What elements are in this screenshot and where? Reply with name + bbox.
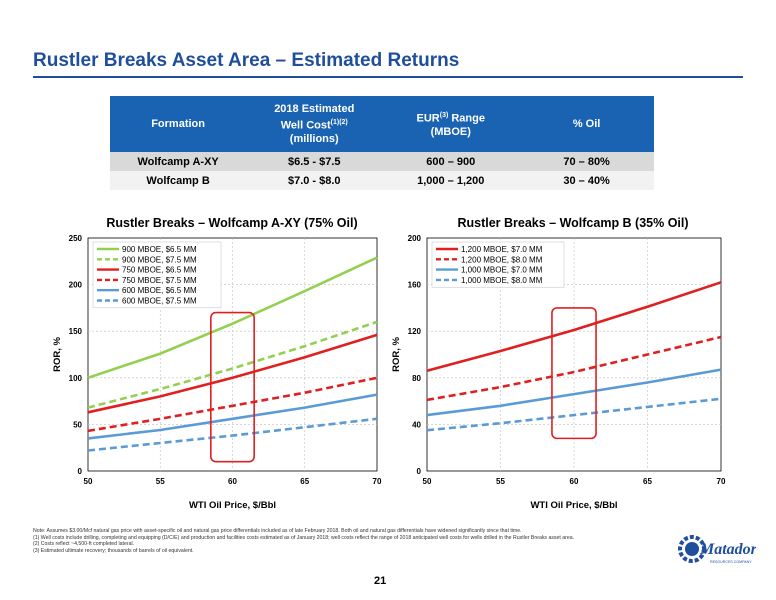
cell-eur: 600 – 900 bbox=[382, 152, 520, 171]
legend-label: 600 MBOE, $7.5 MM bbox=[122, 297, 197, 306]
footnotes: Note: Assumes $3.00/Mcf natural gas pric… bbox=[33, 528, 683, 554]
x-tick-label: 70 bbox=[717, 477, 726, 486]
cell-oil: 70 – 80% bbox=[519, 152, 654, 171]
x-tick-label: 70 bbox=[373, 477, 382, 486]
logo-subtext: RESOURCES COMPANY bbox=[710, 560, 752, 564]
y-tick-label: 40 bbox=[412, 420, 421, 429]
series-line bbox=[426, 335, 722, 402]
chart-title: Rustler Breaks – Wolfcamp A-XY (75% Oil) bbox=[106, 216, 357, 230]
header-eur: EUR(3) Range (MBOE) bbox=[382, 96, 520, 152]
footnote-1: (1) Well costs include drilling, complet… bbox=[33, 534, 575, 541]
cell-formation: Wolfcamp A-XY bbox=[110, 152, 247, 171]
y-tick-label: 0 bbox=[78, 467, 83, 476]
matador-logo: Matador RESOURCES COMPANY bbox=[678, 535, 756, 564]
y-tick-label: 200 bbox=[408, 234, 422, 243]
legend-box bbox=[92, 241, 222, 309]
y-axis-label: ROR, % bbox=[52, 337, 63, 372]
page-title: Rustler Breaks Asset Area – Estimated Re… bbox=[33, 50, 460, 71]
legend-label: 600 MBOE, $6.5 MM bbox=[122, 286, 197, 295]
series-line bbox=[426, 281, 722, 373]
x-tick-label: 60 bbox=[570, 477, 579, 486]
x-tick-label: 65 bbox=[643, 477, 652, 486]
header-eur-line1b: Range bbox=[448, 112, 485, 125]
page-number: 21 bbox=[374, 575, 387, 587]
highlight-box bbox=[210, 311, 255, 463]
x-tick-label: 55 bbox=[496, 477, 505, 486]
chart-title: Rustler Breaks – Wolfcamp B (35% Oil) bbox=[457, 216, 688, 230]
legend-label: 750 MBOE, $7.5 MM bbox=[122, 276, 197, 285]
header-cost-line3: (millions) bbox=[289, 133, 339, 146]
y-tick-label: 80 bbox=[412, 374, 421, 383]
header-formation: Formation bbox=[110, 96, 247, 152]
y-tick-label: 120 bbox=[408, 327, 422, 336]
y-tick-label: 200 bbox=[69, 281, 83, 290]
y-tick-label: 150 bbox=[69, 327, 83, 336]
y-axis-label: ROR, % bbox=[391, 337, 402, 372]
footnote-note: Note: Assumes $3.00/Mcf natural gas pric… bbox=[33, 528, 522, 534]
x-tick-label: 50 bbox=[423, 477, 432, 486]
series-line bbox=[87, 333, 378, 414]
series-line bbox=[87, 417, 378, 452]
title-rule bbox=[33, 76, 743, 78]
header-eur-line2: (MBOE) bbox=[430, 126, 471, 139]
gear-icon bbox=[678, 535, 706, 563]
legend-label: 750 MBOE, $6.5 MM bbox=[122, 266, 197, 275]
legend-label: 1,200 MBOE, $8.0 MM bbox=[461, 255, 543, 264]
legend-label: 900 MBOE, $7.5 MM bbox=[122, 255, 197, 264]
y-tick-label: 50 bbox=[73, 420, 82, 429]
header-eur-line1: EUR bbox=[416, 112, 440, 125]
header-cost-sup: (1)(2) bbox=[330, 118, 348, 126]
cell-oil: 30 – 40% bbox=[519, 171, 654, 190]
header-well-cost: 2018 Estimated Well Cost(1)(2) (millions… bbox=[246, 96, 383, 152]
x-axis-label: WTI Oil Price, $/Bbl bbox=[530, 500, 617, 511]
legend-label: 1,000 MBOE, $7.0 MM bbox=[461, 266, 543, 275]
header-oil: % Oil bbox=[519, 96, 654, 152]
cell-cost: $6.5 - $7.5 bbox=[246, 152, 383, 171]
legend-label: 1,000 MBOE, $8.0 MM bbox=[461, 276, 543, 285]
cell-formation: Wolfcamp B bbox=[110, 171, 247, 190]
cell-cost: $7.0 - $8.0 bbox=[246, 171, 383, 190]
y-tick-label: 250 bbox=[69, 234, 83, 243]
x-tick-label: 60 bbox=[228, 477, 237, 486]
footnote-3: (3) Estimated ultimate recovery; thousan… bbox=[33, 547, 194, 554]
legend-label: 900 MBOE, $6.5 MM bbox=[122, 245, 197, 254]
series-line bbox=[87, 320, 378, 409]
y-tick-label: 100 bbox=[69, 374, 83, 383]
y-tick-label: 160 bbox=[408, 281, 422, 290]
y-tick-label: 0 bbox=[417, 467, 422, 476]
legend-label: 1,200 MBOE, $7.0 MM bbox=[461, 245, 543, 254]
footnote-2: (2) Costs reflect ~4,500-ft completed la… bbox=[33, 541, 135, 548]
series-line bbox=[87, 256, 378, 380]
series-line bbox=[87, 393, 378, 440]
x-tick-label: 50 bbox=[84, 477, 93, 486]
series-line bbox=[87, 376, 378, 433]
header-cost-line2: Well Cost bbox=[280, 119, 331, 132]
series-line bbox=[426, 368, 722, 417]
x-tick-label: 65 bbox=[300, 477, 309, 486]
header-eur-sup: (3) bbox=[439, 111, 449, 119]
table-row: Wolfcamp A-XY $6.5 - $7.5 600 – 900 70 –… bbox=[110, 152, 654, 171]
table-row: Wolfcamp B $7.0 - $8.0 1,000 – 1,200 30 … bbox=[110, 171, 654, 190]
formation-table: Formation 2018 Estimated Well Cost(1)(2)… bbox=[110, 96, 654, 190]
logo-text: Matador bbox=[699, 541, 756, 558]
x-axis-label: WTI Oil Price, $/Bbl bbox=[189, 500, 276, 511]
highlight-box bbox=[551, 307, 597, 440]
series-line bbox=[426, 397, 722, 432]
header-cost-line1: 2018 Estimated bbox=[274, 102, 355, 115]
cell-eur: 1,000 – 1,200 bbox=[382, 171, 520, 190]
x-tick-label: 55 bbox=[156, 477, 165, 486]
